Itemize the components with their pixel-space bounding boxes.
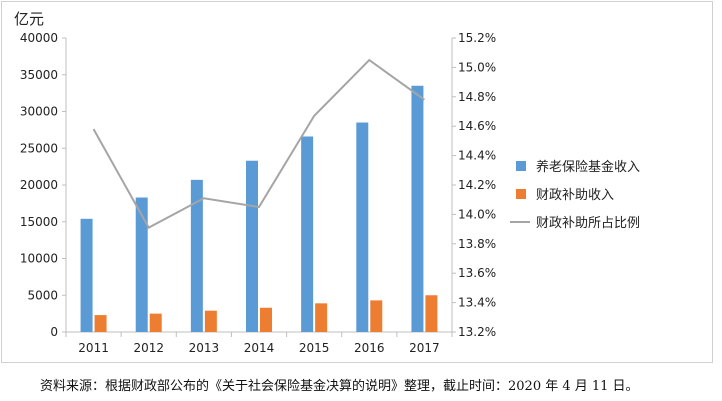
bar-pension-income [190,179,203,332]
right-tick-label: 13.4% [458,296,496,310]
right-tick-label: 14.4% [458,149,496,163]
legend-label: 财政补助所占比例 [536,216,640,231]
legend-swatch [516,189,526,199]
bar-pension-income [135,197,148,332]
bar-pension-income [301,136,314,332]
bar-fiscal-subsidy [204,310,217,332]
right-tick-label: 15.2% [458,31,496,45]
x-tick-label: 2013 [189,341,220,355]
bar-fiscal-subsidy [94,315,107,332]
combo-chart: 亿元 0 5000 10000 15000 20000 25000 30000 35000 40… [14,10,640,355]
unit-label: 亿元 [14,10,44,28]
left-tick-label: 35000 [20,68,58,82]
ratio-line [92,58,426,229]
right-tick-label: 14.2% [458,178,496,192]
x-tick-label: 2011 [78,341,109,355]
legend-label: 财政补助收入 [536,188,614,203]
x-tick-label: 2012 [133,341,164,355]
bar-fiscal-subsidy [315,303,328,332]
right-tick-label: 13.6% [458,266,496,280]
source-note: 资料来源：根据财政部公布的《关于社会保险基金决算的说明》整理，截止时间：2020… [40,379,639,394]
left-tick-label: 40000 [20,31,58,45]
bar-pension-income [80,218,93,332]
bar-fiscal-subsidy [370,300,383,332]
bars [80,85,438,333]
right-tick-label: 13.2% [458,325,496,339]
x-tick-label: 2014 [244,341,275,355]
left-tick-label: 0 [50,325,58,339]
bar-pension-income [246,160,258,332]
x-tick-label: 2016 [354,341,385,355]
left-tick-label: 15000 [20,215,58,229]
left-tick-label: 10000 [20,252,58,266]
bar-fiscal-subsidy [149,313,162,332]
bar-pension-income [411,85,424,333]
axes: 0 5000 10000 15000 20000 25000 30000 35000 40000… [20,31,496,355]
right-tick-label: 14.8% [458,90,496,104]
left-tick-label: 20000 [20,178,58,192]
right-tick-label: 14.0% [458,207,496,221]
right-tick-label: 15.0% [458,60,496,74]
legend-label: 养老保险基金收入 [536,159,640,175]
x-tick-label: 2017 [409,341,440,355]
right-tick-label: 13.8% [458,237,496,251]
bar-pension-income [356,122,369,333]
bar-fiscal-subsidy [260,307,272,332]
chart-frame: 亿元 0 5000 10000 15000 20000 25000 30000 35000 40… [1,1,713,363]
right-tick-label: 14.6% [458,119,496,133]
legend-swatch [516,161,526,171]
left-tick-label: 5000 [27,288,58,302]
left-tick-label: 25000 [20,141,58,155]
left-tick-label: 30000 [20,105,58,119]
x-tick-label: 2015 [299,341,330,355]
bar-fiscal-subsidy [425,295,438,332]
